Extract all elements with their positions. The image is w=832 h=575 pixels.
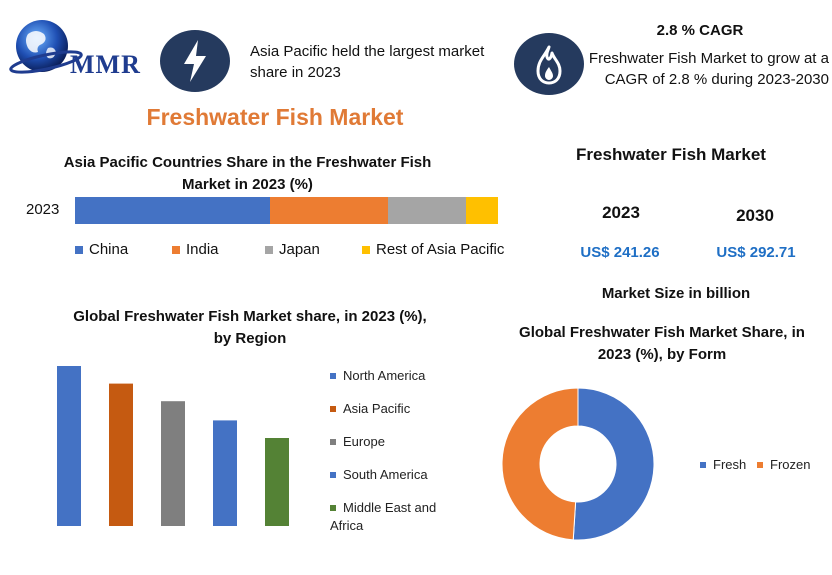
form-legend-item-fresh: Fresh — [700, 456, 746, 474]
legend-swatch — [757, 461, 763, 468]
legend-label: Asia Pacific — [343, 401, 411, 416]
donut-slice-fresh — [572, 387, 655, 541]
legend-label: Middle East and Africa — [330, 500, 437, 533]
region-bar-asia-pacific — [109, 383, 133, 526]
legend-swatch — [330, 471, 336, 478]
region-legend-item-europe: Europe — [330, 433, 450, 451]
legend-label: India — [186, 241, 219, 258]
stack-segment-rest-of-asia-pacific — [466, 197, 498, 224]
legend-swatch — [330, 372, 336, 379]
stacked-chart-title: Asia Pacific Countries Share in the Fres… — [63, 154, 432, 193]
market-value-2023: US$ 241.26 — [580, 244, 660, 261]
form-legend-item-frozen: Frozen — [757, 456, 810, 474]
lightning-icon — [184, 40, 206, 82]
market-value-2030: US$ 292.71 — [716, 244, 796, 261]
region-legend-item-north-america: North America — [330, 367, 450, 385]
form-donut-chart — [501, 387, 655, 541]
main-title: Freshwater Fish Market — [146, 104, 404, 130]
legend-label: Japan — [279, 241, 320, 258]
legend-swatch — [75, 245, 83, 254]
form-chart-title: Global Freshwater Fish Market Share, in … — [519, 324, 805, 363]
market-year-2023: 2023 — [602, 203, 640, 222]
legend-label: Europe — [343, 434, 385, 449]
logo — [8, 14, 158, 84]
legend-swatch — [330, 405, 336, 412]
legend-swatch — [700, 461, 706, 468]
region-bar-south-america — [213, 420, 237, 526]
legend-label: Frozen — [770, 457, 811, 472]
flame-icon — [536, 45, 562, 85]
flame-badge — [514, 33, 584, 95]
legend-swatch — [330, 438, 336, 445]
legend-item-japan: Japan — [265, 241, 320, 258]
cagr-text: Freshwater Fish Market to grow at a CAGR… — [588, 50, 829, 88]
legend-swatch — [265, 245, 273, 254]
legend-swatch — [362, 245, 370, 254]
market-size-caption: Market Size in billion — [601, 285, 751, 302]
region-legend-item-asia-pacific: Asia Pacific — [330, 400, 450, 418]
stack-segment-japan — [388, 197, 467, 224]
market-year-2030: 2030 — [736, 206, 774, 225]
region-bar-north-america — [57, 366, 81, 526]
region-legend-item-middle-east-and-africa: Middle East and Africa — [330, 499, 450, 535]
region-legend-item-south-america: South America — [330, 466, 450, 484]
market-size-title: Freshwater Fish Market — [576, 145, 766, 164]
legend-label: South America — [343, 467, 428, 482]
stacked-bar — [75, 197, 498, 224]
legend-item-rest-of-asia-pacific: Rest of Asia Pacific — [362, 241, 504, 258]
highlight-text: Asia Pacific held the largest market sha… — [250, 43, 485, 81]
legend-item-india: India — [172, 241, 219, 258]
region-bar-chart — [57, 366, 289, 526]
legend-item-china: China — [75, 241, 128, 258]
region-chart-title: Global Freshwater Fish Market share, in … — [73, 308, 427, 347]
legend-swatch — [330, 504, 336, 511]
donut-slice-frozen — [501, 387, 579, 541]
cagr-title: 2.8 % CAGR — [656, 22, 744, 39]
legend-label: Rest of Asia Pacific — [376, 241, 505, 258]
region-bar-middle-east-and-africa — [265, 438, 289, 526]
logo-text: MMR — [70, 50, 141, 79]
legend-swatch — [172, 245, 180, 254]
legend-label: China — [89, 241, 129, 258]
stacked-chart-category: 2023 — [26, 201, 60, 218]
legend-label: Fresh — [713, 457, 747, 472]
lightning-badge — [160, 30, 230, 92]
stack-segment-india — [269, 197, 389, 224]
stack-segment-china — [75, 197, 270, 224]
region-bar-europe — [161, 401, 185, 526]
globe-icon — [9, 20, 83, 74]
legend-label: North America — [343, 368, 426, 383]
